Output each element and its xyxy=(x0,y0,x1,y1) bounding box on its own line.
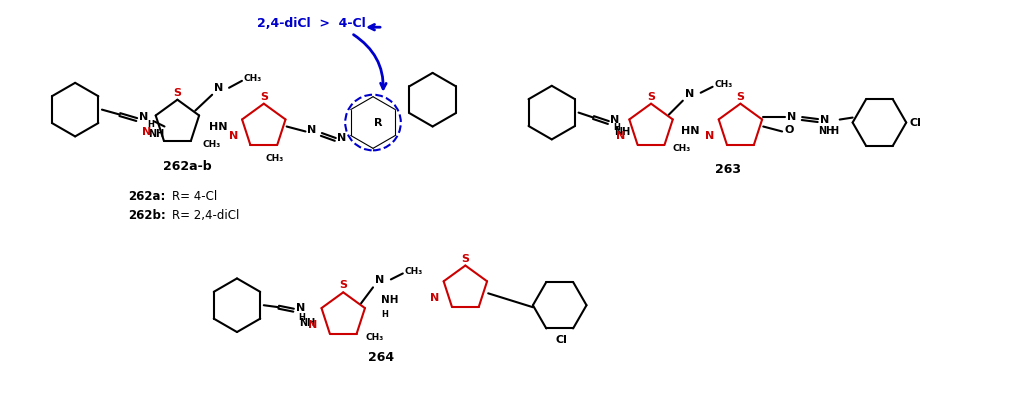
Text: S: S xyxy=(736,92,744,102)
Text: N: N xyxy=(787,112,796,122)
Text: CH₃: CH₃ xyxy=(714,80,733,89)
Text: 262a-b: 262a-b xyxy=(163,160,212,173)
Text: H: H xyxy=(829,126,838,136)
Text: H: H xyxy=(613,123,620,132)
Text: H: H xyxy=(381,310,388,319)
Text: HN: HN xyxy=(209,123,227,132)
Text: CH₃: CH₃ xyxy=(404,267,423,276)
Text: R= 4-Cl: R= 4-Cl xyxy=(173,190,218,203)
Text: NH: NH xyxy=(614,127,631,138)
Text: NH: NH xyxy=(149,130,164,139)
Text: R= 2,4-diCl: R= 2,4-diCl xyxy=(173,209,240,222)
Text: H: H xyxy=(148,119,154,128)
Text: 262a:: 262a: xyxy=(128,190,165,203)
Text: N: N xyxy=(685,89,694,99)
Text: NH: NH xyxy=(300,318,315,328)
Text: H: H xyxy=(299,313,305,322)
Text: N: N xyxy=(616,132,626,141)
Text: NH: NH xyxy=(818,126,834,136)
Text: N: N xyxy=(214,83,223,93)
Text: N: N xyxy=(296,303,305,313)
Text: O: O xyxy=(784,125,793,136)
Text: CH₃: CH₃ xyxy=(365,333,384,342)
Text: S: S xyxy=(260,92,268,102)
Text: 264: 264 xyxy=(368,351,394,364)
Text: CH₃: CH₃ xyxy=(244,74,263,84)
Text: CH₃: CH₃ xyxy=(203,140,220,149)
Text: S: S xyxy=(174,88,181,98)
Text: NH: NH xyxy=(381,295,398,305)
Text: S: S xyxy=(339,281,347,290)
Text: N: N xyxy=(229,132,238,141)
Text: N: N xyxy=(610,115,619,125)
Text: N: N xyxy=(375,275,385,285)
Text: N: N xyxy=(705,132,714,141)
Text: S: S xyxy=(461,253,469,264)
Text: N: N xyxy=(307,125,316,136)
Text: N: N xyxy=(308,320,317,330)
Text: 262b:: 262b: xyxy=(128,209,165,222)
Text: 2,4-diCl  >  4-Cl: 2,4-diCl > 4-Cl xyxy=(256,17,366,30)
Text: N: N xyxy=(337,134,346,143)
Text: Cl: Cl xyxy=(555,335,568,345)
Text: N: N xyxy=(430,293,439,303)
Text: CH₃: CH₃ xyxy=(673,144,691,153)
Text: 263: 263 xyxy=(716,163,741,176)
Text: R: R xyxy=(373,117,383,128)
Text: CH₃: CH₃ xyxy=(266,154,284,163)
Text: N: N xyxy=(820,115,829,125)
Text: S: S xyxy=(647,92,656,102)
Text: N: N xyxy=(143,127,152,138)
Text: HN: HN xyxy=(680,126,699,136)
Text: Cl: Cl xyxy=(909,117,921,128)
Text: N: N xyxy=(139,112,148,122)
